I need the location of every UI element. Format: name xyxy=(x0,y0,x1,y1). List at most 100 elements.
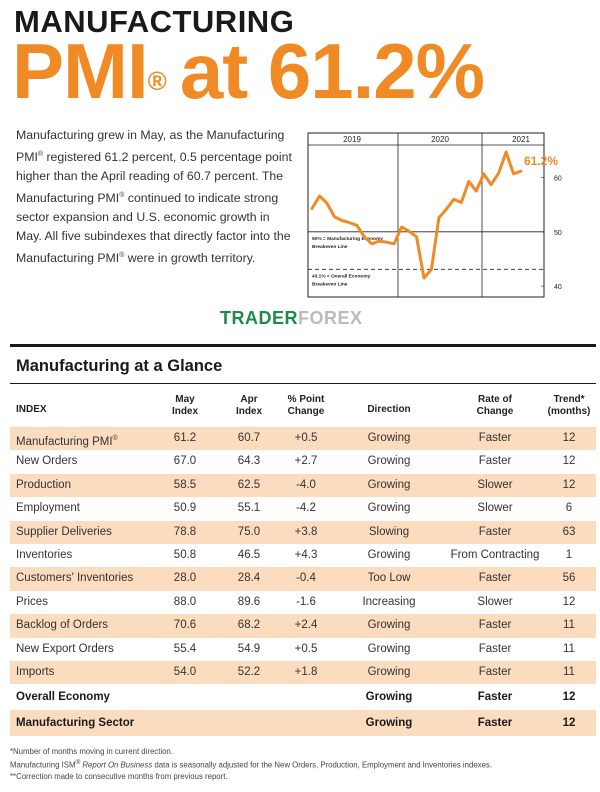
y-tick-label: 60 xyxy=(554,176,562,183)
cell-change: +0.5 xyxy=(294,642,318,655)
header-index: INDEX xyxy=(16,404,47,415)
watermark-part-2: FOREX xyxy=(298,308,363,328)
header-change-1: % Point xyxy=(287,394,325,405)
headline-pmi-label: PMI xyxy=(12,27,149,115)
watermark-part-1: TRADER xyxy=(220,308,298,328)
cell-may: 54.0 xyxy=(173,665,197,678)
cell-trend: 1 xyxy=(565,548,573,561)
watermark-logo: TRADERFOREX xyxy=(220,308,363,329)
headline-pmi-value: at 61.2% xyxy=(179,27,485,115)
cell-may: 78.8 xyxy=(173,525,197,538)
cell-direction: Growing xyxy=(367,665,411,678)
cell-change: -0.4 xyxy=(296,572,316,585)
table-row-employment: Employment 50.9 55.1 -4.2 Growing Slower… xyxy=(10,497,596,520)
table-row-manufacturing-sector: Manufacturing Sector Growing Faster 12 xyxy=(10,710,596,737)
cell-change: +2.7 xyxy=(294,455,318,468)
cell-trend: 63 xyxy=(562,525,576,538)
table-row-overall-economy: Overall Economy Growing Faster 12 xyxy=(10,684,596,710)
cell-rate: Faster xyxy=(478,432,512,444)
cell-rate: Slower xyxy=(477,502,513,515)
cell-direction: Too Low xyxy=(367,572,411,585)
year-label: 2021 xyxy=(512,135,530,144)
cell-may: 67.0 xyxy=(173,455,197,468)
table-row-manufacturing-pmi: Manufacturing PMI® 61.2 60.7 +0.5 Growin… xyxy=(10,427,596,451)
cell-apr: 46.5 xyxy=(237,548,261,561)
cell-rate: Faster xyxy=(477,717,513,730)
cell-apr: 62.5 xyxy=(237,478,261,491)
header-manufacturing: MANUFACTURING xyxy=(14,4,295,39)
intro-reg-2: ® xyxy=(119,192,125,200)
reference-line-label: 50% = Manufacturing Economy xyxy=(312,236,383,242)
cell-may: 58.5 xyxy=(173,478,197,491)
cell-trend: 12 xyxy=(562,595,576,608)
row-name: Overall Economy xyxy=(16,691,110,704)
header-rate: Rate of Change xyxy=(436,394,554,418)
pmi-series-line xyxy=(310,150,523,280)
header-trend-1: Trend* xyxy=(553,394,585,405)
header-trend: Trend* (months) xyxy=(544,394,594,418)
cell-apr: 60.7 xyxy=(237,432,261,444)
reference-line-label: Breakeven Line xyxy=(312,244,348,250)
cell-rate: Faster xyxy=(477,691,513,704)
cell-change: -4.0 xyxy=(296,478,316,491)
header-apr-1: Apr xyxy=(240,394,258,405)
row-name: Production xyxy=(16,478,71,491)
header-rate-1: Rate of xyxy=(478,394,512,405)
cell-direction: Growing xyxy=(367,455,411,468)
cell-may: 55.4 xyxy=(173,642,197,655)
cell-apr: 54.9 xyxy=(237,642,261,655)
header-may: May Index xyxy=(160,394,210,418)
cell-direction: Growing xyxy=(367,619,411,632)
cell-may: 88.0 xyxy=(173,595,197,608)
cell-rate: From Contracting xyxy=(450,548,540,561)
cell-may: 61.2 xyxy=(173,432,197,444)
y-tick-label: 50 xyxy=(554,230,562,237)
row-name: Customers' Inventories xyxy=(16,572,134,585)
glance-title: Manufacturing at a Glance xyxy=(16,357,223,375)
table-row-new-export-orders: New Export Orders 55.4 54.9 +0.5 Growing… xyxy=(10,638,596,661)
table-row-inventories: Inventories 50.8 46.5 +4.3 Growing From … xyxy=(10,544,596,567)
cell-change: -4.2 xyxy=(296,502,316,515)
row-name: Manufacturing Sector xyxy=(16,717,135,730)
header-apr-2: Index xyxy=(235,406,263,417)
table-row-customers-inventories: Customers' Inventories 28.0 28.4 -0.4 To… xyxy=(10,567,596,591)
row-name-reg: ® xyxy=(112,435,118,442)
intro-text-2: registered 61.2 percent, 0.5 percentage … xyxy=(16,150,292,206)
cell-apr: 55.1 xyxy=(237,502,261,515)
cell-change: -1.6 xyxy=(296,595,316,608)
cell-rate: Faster xyxy=(478,572,512,585)
table-row-production: Production 58.5 62.5 -4.0 Growing Slower… xyxy=(10,473,596,498)
cell-direction: Growing xyxy=(365,717,413,730)
cell-apr: 89.6 xyxy=(237,595,261,608)
footnote-1: *Number of months moving in current dire… xyxy=(10,747,173,756)
table-row-supplier-deliveries: Supplier Deliveries 78.8 75.0 +3.8 Slowi… xyxy=(10,520,596,544)
header-change: % Point Change xyxy=(276,394,336,418)
row-name: Employment xyxy=(16,502,80,515)
cell-trend: 56 xyxy=(562,572,576,585)
cell-apr: 28.4 xyxy=(237,572,261,585)
intro-reg-3: ® xyxy=(119,252,125,260)
reference-line-label: 43.1% = Overall Economy xyxy=(312,273,371,279)
cell-rate: Slower xyxy=(477,595,513,608)
cell-trend: 6 xyxy=(565,502,573,515)
footnote-2-reg: ® xyxy=(75,759,81,766)
cell-trend: 11 xyxy=(563,619,575,632)
latest-value-callout: 61.2% xyxy=(524,154,558,168)
cell-may: 70.6 xyxy=(173,619,197,632)
cell-may: 50.8 xyxy=(173,548,197,561)
intro-paragraph: Manufacturing grew in May, as the Manufa… xyxy=(16,126,294,268)
cell-change: +1.8 xyxy=(294,665,318,678)
cell-rate: Faster xyxy=(478,665,512,678)
cell-direction: Growing xyxy=(367,502,411,515)
row-name: Imports xyxy=(16,665,55,678)
cell-trend: 12 xyxy=(562,432,576,444)
cell-rate: Faster xyxy=(478,525,512,538)
table-header: INDEX May Index Apr Index % Point Change Di… xyxy=(10,394,596,427)
footnote-2-a: Manufacturing ISM xyxy=(10,760,76,770)
header-change-2: Change xyxy=(287,406,325,417)
header-trend-2: (months) xyxy=(547,406,591,417)
cell-change: +3.8 xyxy=(294,525,318,538)
reference-line-label: Breakeven Line xyxy=(312,281,348,287)
glance-section: Manufacturing at a Glance INDEX May Index… xyxy=(10,344,596,737)
cell-apr: 68.2 xyxy=(237,619,261,632)
